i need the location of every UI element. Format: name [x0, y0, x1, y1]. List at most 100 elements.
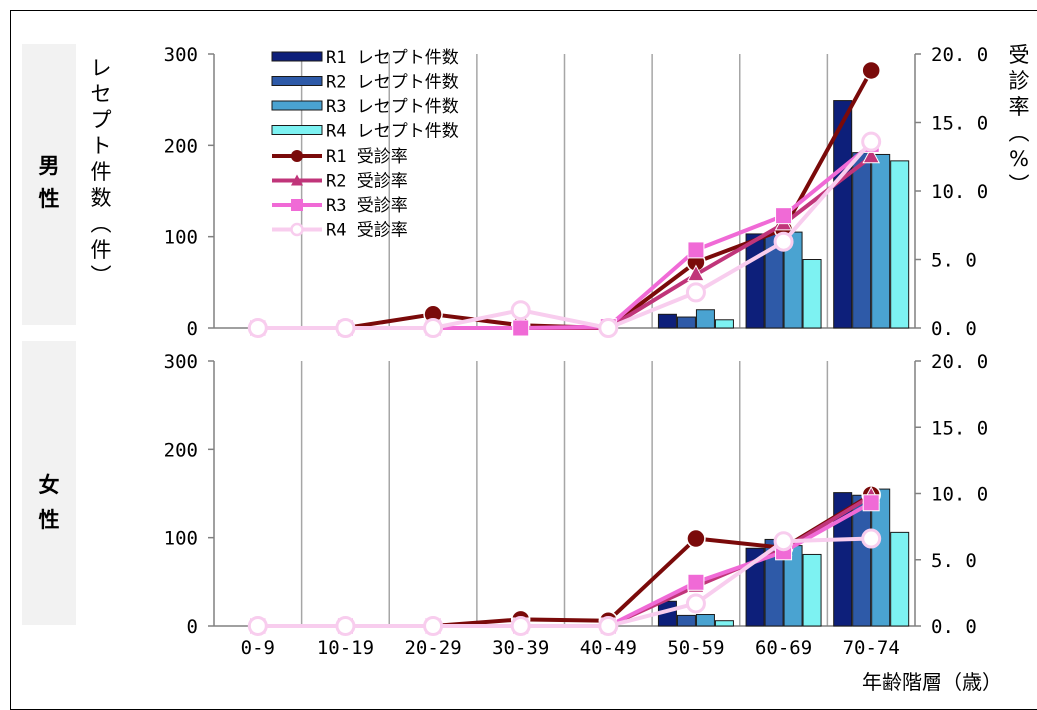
panel-label-male-char-2: 性 — [38, 187, 60, 211]
panel-label-female-char-1: 女 — [38, 473, 60, 497]
x-tick-label: 0-9 — [241, 637, 275, 659]
point-r4 — [861, 528, 882, 549]
point-r3 — [775, 207, 793, 225]
line-r4 — [257, 140, 873, 330]
point-r4 — [773, 531, 794, 552]
bar-r1 — [833, 492, 853, 627]
y2-tick-label: 5. 0 — [931, 250, 977, 272]
y2-tick-label: 0. 0 — [931, 318, 977, 340]
y-tick-label: 0 — [187, 616, 198, 638]
point-r3 — [687, 241, 705, 259]
legend-swatch-bar — [271, 51, 323, 62]
point-r4 — [510, 300, 531, 321]
y2-tick-label: 15. 0 — [931, 417, 988, 439]
legend-label: R3 受診率 — [326, 196, 408, 216]
y-axis-title-char: ︶ — [90, 264, 112, 288]
bar-r3 — [695, 309, 715, 329]
point-r4 — [510, 616, 531, 636]
panel-label-male: 男 性 — [22, 44, 76, 325]
panel-0: 0 100 200 300 0. 0 5. 0 10. 0 15. 0 20. 0 — [164, 44, 989, 340]
x-axis-title: 年齢階層（歳） — [862, 670, 1002, 694]
y-axis-title-char: 件 — [90, 160, 112, 184]
x-tick-label: 20-29 — [404, 637, 461, 659]
x-tick-label: 40-49 — [580, 637, 637, 659]
legend-marker — [291, 174, 303, 186]
panel-label-male-char-1: 男 — [38, 154, 60, 178]
y-tick-label: 200 — [164, 439, 198, 461]
legend-swatch-bar — [271, 100, 323, 111]
bar-r2 — [852, 494, 872, 627]
y-axis-title-char: 件 — [90, 238, 112, 262]
panel-label-female: 女 性 — [22, 341, 76, 625]
y2-tick-label: 10. 0 — [931, 181, 988, 203]
point-r1 — [686, 528, 706, 549]
y-tick-label: 300 — [164, 351, 198, 373]
bar-r2 — [676, 316, 696, 329]
bar-r1 — [745, 233, 765, 329]
legend-swatch-bar — [271, 76, 323, 86]
bar-r1 — [657, 313, 677, 329]
x-tick-label: 60-69 — [755, 637, 812, 659]
point-r3 — [862, 494, 880, 512]
y-tick-label: 100 — [164, 227, 198, 249]
point-r4 — [685, 282, 706, 303]
y-tick-label: 200 — [164, 135, 198, 157]
y-axis-title-char: ︵ — [90, 212, 112, 236]
line-r4 — [257, 536, 872, 628]
point-r4 — [335, 616, 356, 636]
point-r4 — [598, 318, 619, 338]
legend-swatch-bar — [271, 125, 323, 135]
point-r4 — [685, 593, 706, 614]
point-r2 — [862, 146, 881, 164]
y2-tick-label: 15. 0 — [931, 113, 988, 135]
point-r3 — [512, 319, 530, 337]
bar-r3 — [871, 488, 891, 627]
x-tick-label: 10-19 — [317, 637, 374, 659]
y-tick-label: 300 — [164, 44, 198, 66]
y2-tick-label: 0. 0 — [931, 616, 977, 638]
y-axis-title-char: 数 — [90, 186, 112, 210]
bar-r1 — [833, 100, 853, 329]
legend-marker — [291, 150, 303, 162]
point-r4 — [247, 318, 268, 338]
y2-tick-label: 10. 0 — [931, 484, 988, 506]
legend-label: R2 レセプト件数 — [326, 73, 459, 93]
y-axis-title-char: レ — [90, 56, 112, 80]
bar-r4 — [890, 160, 910, 329]
legend-label: R4 レセプト件数 — [326, 122, 459, 142]
bar-r4 — [802, 553, 822, 627]
point-r4 — [335, 318, 356, 338]
legend-marker — [291, 199, 303, 211]
bar-r2 — [852, 152, 872, 329]
point-r4 — [861, 131, 882, 152]
x-tick-label: 50-59 — [667, 637, 724, 659]
y2-tick-label: 20. 0 — [931, 351, 988, 373]
y2-axis-title-char: 率 — [1008, 95, 1030, 119]
point-r3 — [687, 573, 705, 591]
legend-label: R4 受診率 — [326, 221, 408, 241]
y2-axis-title-char: ︵ — [1008, 121, 1030, 145]
y2-axis-title-char: ︶ — [1008, 173, 1030, 197]
y2-axis-title: 受診率 ︵% ︶ — [1006, 42, 1032, 198]
y2-axis-title-char: % — [1009, 147, 1029, 171]
point-r1 — [861, 60, 881, 81]
point-r4 — [423, 318, 444, 338]
y-axis-title-char: ト — [90, 134, 112, 158]
x-tick-label: 70-74 — [843, 637, 900, 659]
y-axis-title: レセプト件数 ︵ 件 ︶ — [88, 55, 114, 289]
point-r4 — [773, 231, 794, 252]
bar-r4 — [714, 620, 734, 627]
legend: R1 レセプト件数 R2 レセプト件数 R3 レセプト件数 R4 レセプト件数 R1 受… — [271, 48, 459, 241]
y2-axis-title-char: 受 — [1008, 43, 1030, 67]
legend-label: R1 レセプト件数 — [326, 48, 459, 68]
bar-r3 — [695, 614, 715, 627]
y-axis-title-char: セ — [90, 82, 112, 106]
panel-label-female-char-2: 性 — [38, 508, 60, 532]
point-r2 — [687, 264, 705, 282]
legend-label: R1 受診率 — [326, 147, 408, 167]
y2-axis-title-char: 診 — [1008, 69, 1030, 93]
y-tick-label: 100 — [164, 528, 198, 550]
bar-r2 — [676, 614, 696, 627]
point-r4 — [247, 616, 268, 636]
